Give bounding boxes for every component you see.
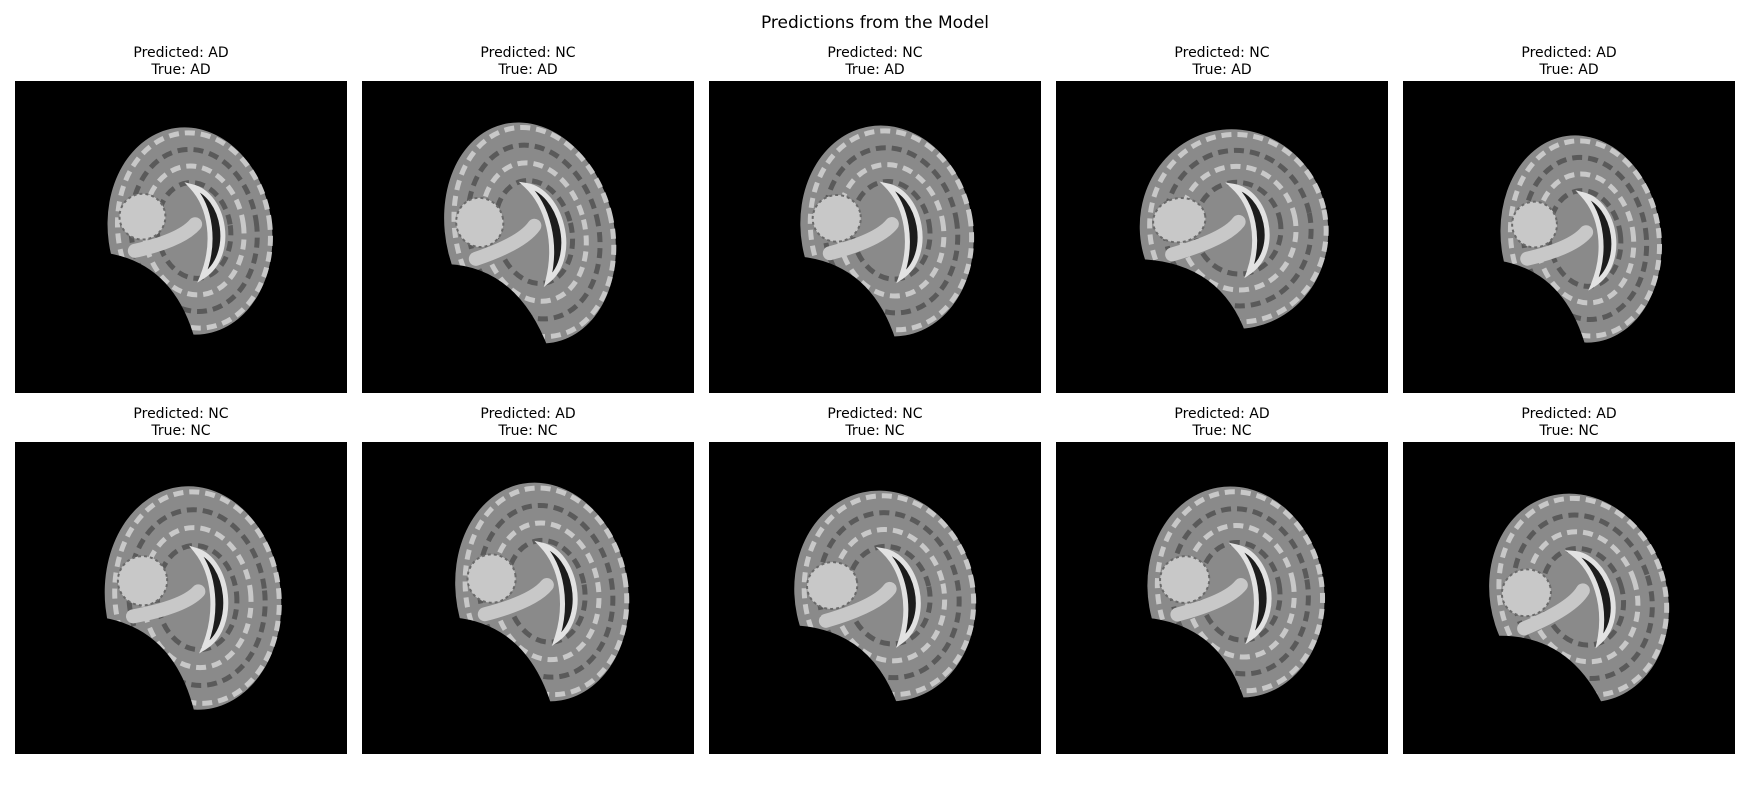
mri-brain-slice [1056, 442, 1388, 754]
panel-caption: Predicted: AD True: NC [1056, 406, 1388, 442]
figure-title: Predictions from the Model [760, 13, 990, 33]
mri-brain-slice [709, 442, 1041, 754]
mri-brain-slice [15, 442, 347, 754]
predicted-label: Predicted: NC [827, 406, 923, 422]
mri-brain-slice [15, 81, 347, 393]
panel-3: Predicted: NC True: AD [709, 45, 1041, 393]
predicted-label: Predicted: NC [480, 45, 576, 61]
mri-brain-slice [1403, 442, 1735, 754]
panel-caption: Predicted: AD True: AD [1403, 45, 1735, 81]
true-label: True: NC [498, 422, 558, 439]
mri-brain-slice [362, 442, 694, 754]
panel-caption: Predicted: NC True: AD [1056, 45, 1388, 81]
predicted-label: Predicted: NC [1174, 45, 1270, 61]
true-label: True: NC [151, 422, 211, 439]
mri-brain-slice [362, 81, 694, 393]
panel-caption: Predicted: NC True: NC [15, 406, 347, 442]
true-label: True: AD [151, 61, 211, 78]
panel-caption: Predicted: NC True: AD [709, 45, 1041, 81]
panel-caption: Predicted: AD True: AD [15, 45, 347, 81]
true-label: True: AD [1539, 61, 1599, 78]
predicted-label: Predicted: AD [133, 45, 229, 61]
panel-5: Predicted: AD True: AD [1403, 45, 1735, 393]
true-label: True: AD [1192, 61, 1252, 78]
predicted-label: Predicted: AD [480, 406, 576, 422]
panel-caption: Predicted: AD True: NC [1403, 406, 1735, 442]
predicted-label: Predicted: AD [1521, 45, 1617, 61]
panel-2: Predicted: NC True: AD [362, 45, 694, 393]
predicted-label: Predicted: NC [827, 45, 923, 61]
predicted-label: Predicted: AD [1521, 406, 1617, 422]
panel-caption: Predicted: NC True: AD [362, 45, 694, 81]
predicted-label: Predicted: NC [133, 406, 229, 422]
mri-brain-slice [1056, 81, 1388, 393]
panel-1: Predicted: AD True: AD [15, 45, 347, 393]
panel-8: Predicted: NC True: NC [709, 406, 1041, 754]
true-label: True: AD [498, 61, 558, 78]
panel-7: Predicted: AD True: NC [362, 406, 694, 754]
true-label: True: NC [1192, 422, 1252, 439]
predicted-label: Predicted: AD [1174, 406, 1270, 422]
mri-brain-slice [709, 81, 1041, 393]
mri-brain-slice [1403, 81, 1735, 393]
panel-caption: Predicted: NC True: NC [709, 406, 1041, 442]
panel-4: Predicted: NC True: AD [1056, 45, 1388, 393]
true-label: True: NC [845, 422, 905, 439]
panel-6: Predicted: NC True: NC [15, 406, 347, 754]
true-label: True: AD [845, 61, 905, 78]
panel-10: Predicted: AD True: NC [1403, 406, 1735, 754]
panel-caption: Predicted: AD True: NC [362, 406, 694, 442]
panel-9: Predicted: AD True: NC [1056, 406, 1388, 754]
true-label: True: NC [1539, 422, 1599, 439]
